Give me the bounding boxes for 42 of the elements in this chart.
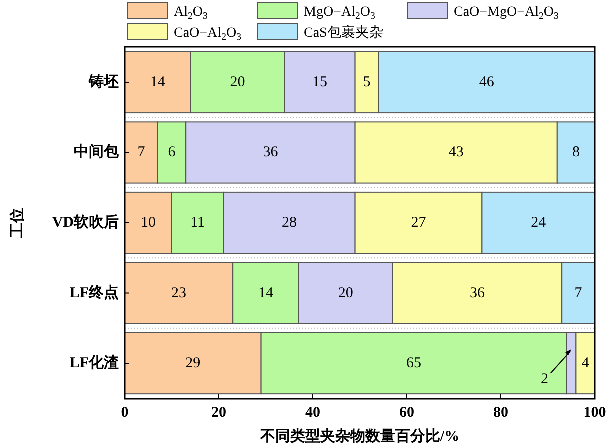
data-label: 11 [190,215,206,231]
data-label: 23 [172,285,187,302]
data-label: 7 [574,285,583,302]
data-label: 4 [582,356,590,372]
legend-label: CaO−Al$_{2}$O$_{3}$ [174,26,242,42]
data-label: 14 [258,285,274,302]
data-label: 10 [141,215,156,231]
x-tick-label: 40 [306,405,320,421]
data-label: 36 [470,285,486,302]
data-label: 24 [531,215,547,231]
x-tick-label: 0 [121,405,129,421]
data-label: 27 [411,215,427,231]
legend-label: MgO−Al$_{2}$O$_{3}$ [304,5,376,22]
data-label: 46 [479,74,495,90]
y-tick-label: LF终点 [70,284,119,302]
data-label: 14 [150,74,166,90]
x-tick-label: 100 [584,405,606,421]
data-label: 7 [138,144,146,161]
x-tick-label: 20 [212,405,226,421]
data-label: 28 [282,215,297,231]
y-tick-label: 铸坯 [88,73,119,90]
data-label: 2 [541,372,549,388]
x-axis-title: 不同类型夹杂物数量百分比/% [259,428,460,445]
data-label: 5 [363,74,371,90]
y-tick-label: VD软吹后 [52,214,119,231]
y-tick-label: LF化渣 [70,354,119,372]
data-label: 15 [312,74,328,90]
y-axis-title: 工位 [9,208,26,239]
data-label: 6 [168,144,176,161]
x-tick-label: 80 [494,405,508,421]
data-label: 43 [448,144,464,161]
legend-label: CaO−MgO−Al$_{2}$O$_{3}$ [454,5,560,22]
data-label: 20 [230,74,246,90]
legend-label: CaS包裹夹杂 [304,25,384,41]
data-label: 8 [572,144,580,161]
data-label: 65 [406,356,422,372]
data-label: 36 [263,144,279,161]
data-label: 20 [338,285,354,302]
data-label: 29 [186,356,201,372]
legend-label: Al$_{2}$O$_{3}$ [174,5,208,22]
y-tick-label: 中间包 [74,144,120,161]
x-tick-label: 60 [400,405,414,421]
